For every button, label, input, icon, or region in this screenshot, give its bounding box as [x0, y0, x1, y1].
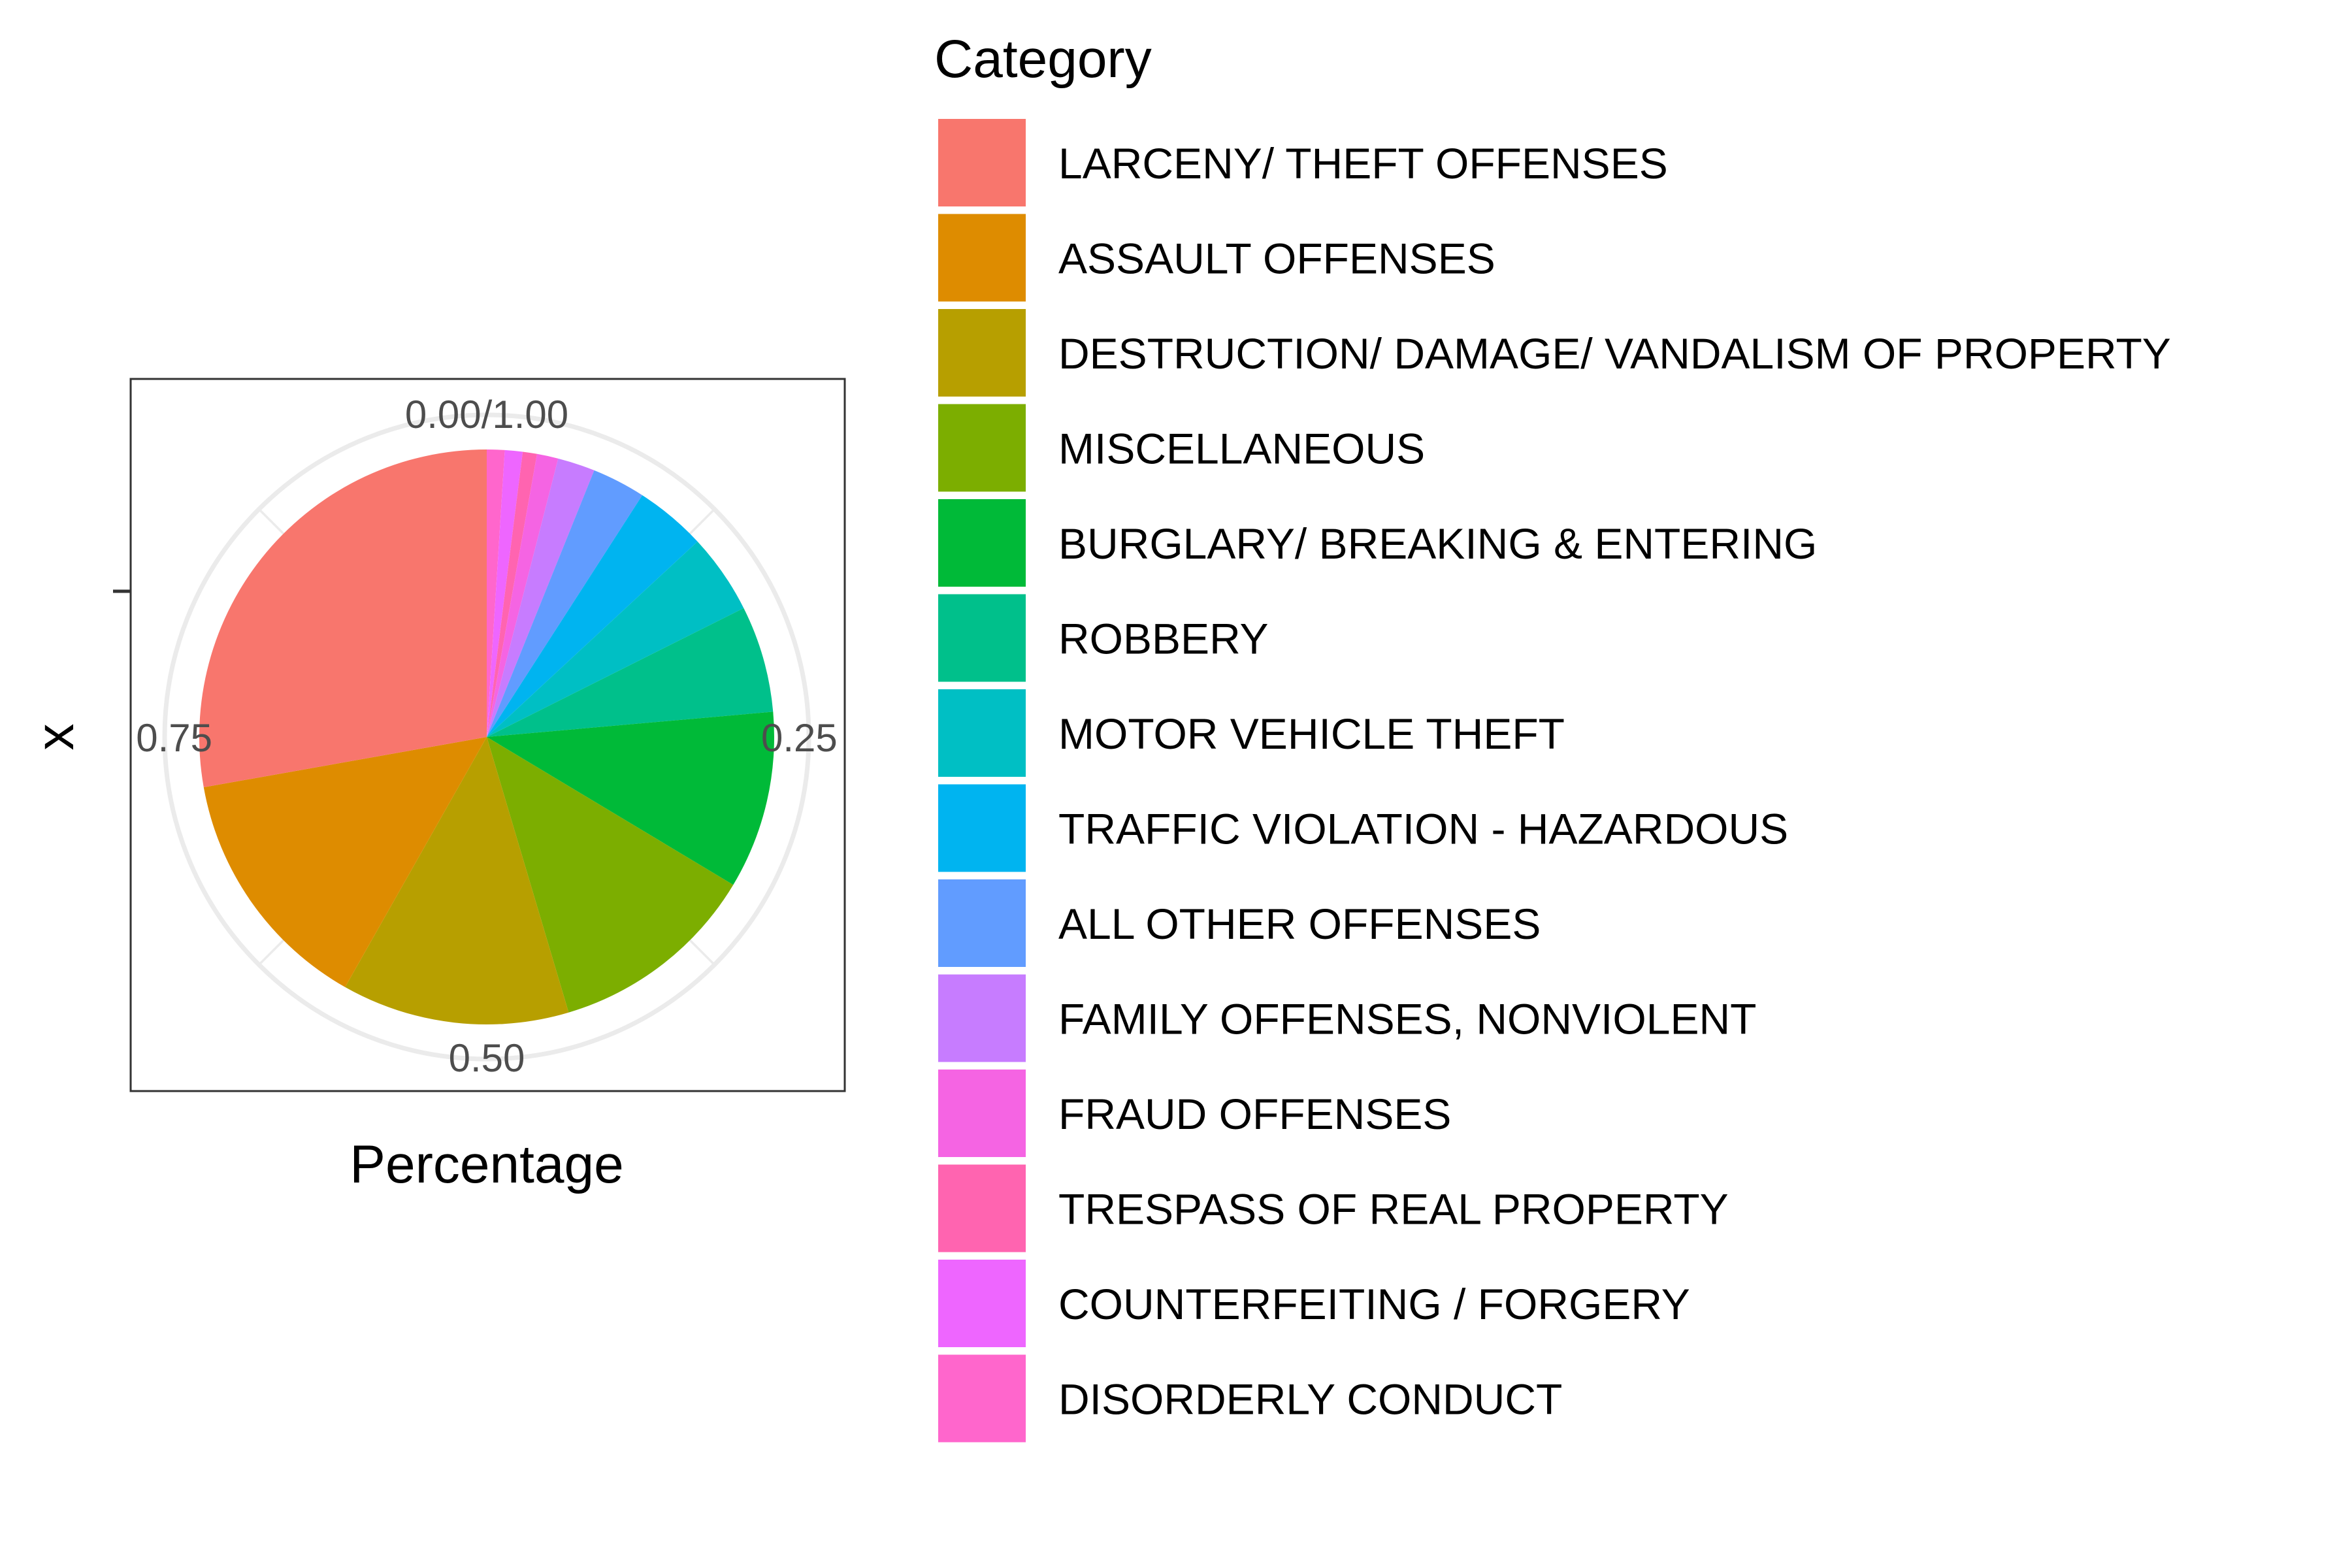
pie-slice-10	[487, 453, 559, 737]
pie-slice-2	[345, 737, 569, 1025]
legend-key	[938, 1070, 1026, 1157]
legend-key	[938, 879, 1026, 967]
legend-key	[938, 689, 1026, 777]
legend-key	[938, 1164, 1026, 1252]
legend-label: LARCENY/ THEFT OFFENSES	[1058, 139, 1668, 188]
pie-slice-6	[487, 541, 744, 737]
legend-label: DISORDERLY CONDUCT	[1058, 1375, 1562, 1424]
theta-tick-label: 0.75	[136, 716, 212, 760]
plot-area: 0.00/1.00 0.25 0.50 0.75 Percentage x	[25, 378, 846, 1194]
pie-slice-9	[487, 458, 595, 737]
legend-label: DESTRUCTION/ DAMAGE/ VANDALISM OF PROPER…	[1058, 329, 2171, 378]
legend-label: FRAUD OFFENSES	[1058, 1090, 1451, 1138]
pie-slice-12	[487, 449, 523, 737]
legend-label: ROBBERY	[1058, 615, 1269, 663]
legend-key	[938, 214, 1026, 302]
theta-tick-label: 0.00/1.00	[405, 393, 568, 436]
legend-label: TRAFFIC VIOLATION - HAZARDOUS	[1058, 805, 1788, 853]
legend-key	[938, 499, 1026, 587]
theta-tick-label: 0.25	[761, 716, 838, 760]
pie-slice-4	[487, 711, 775, 885]
y-axis-title: x	[25, 724, 85, 751]
legend-label: MISCELLANEOUS	[1058, 425, 1425, 473]
x-axis-title: Percentage	[350, 1135, 623, 1194]
legend-key	[938, 309, 1026, 397]
legend-label: COUNTERFEITING / FORGERY	[1058, 1280, 1690, 1328]
legend-label: TRESPASS OF REAL PROPERTY	[1058, 1185, 1729, 1233]
legend-key	[938, 594, 1026, 682]
theta-tick-label: 0.50	[449, 1036, 525, 1080]
pie-slice-3	[487, 737, 734, 1013]
legend-label: ASSAULT OFFENSES	[1058, 235, 1495, 283]
pie-slice-7	[487, 495, 698, 737]
legend-key	[938, 1354, 1026, 1443]
legend-label: MOTOR VEHICLE THEFT	[1058, 710, 1565, 758]
legend-label: ALL OTHER OFFENSES	[1058, 900, 1541, 948]
pie-slice-11	[487, 451, 538, 737]
pie-slice-5	[487, 608, 774, 737]
pie-slice-8	[487, 470, 643, 737]
legend-key	[938, 784, 1026, 872]
pie-slice-1	[203, 737, 487, 987]
grid-circle	[162, 412, 811, 1062]
legend-key	[938, 1260, 1026, 1347]
panel-border	[129, 378, 846, 1092]
legend: Category LARCENY/ THEFT OFFENSES ASSAULT O…	[934, 29, 2171, 1443]
legend-key	[938, 119, 1026, 206]
pie-slice-13	[487, 449, 505, 737]
legend-key	[938, 404, 1026, 492]
legend-label: FAMILY OFFENSES, NONVIOLENT	[1058, 995, 1756, 1043]
pie-slice-0	[199, 449, 487, 788]
legend-key	[938, 974, 1026, 1062]
legend-label: BURGLARY/ BREAKING & ENTERING	[1058, 519, 1817, 568]
legend-title: Category	[934, 29, 1152, 89]
